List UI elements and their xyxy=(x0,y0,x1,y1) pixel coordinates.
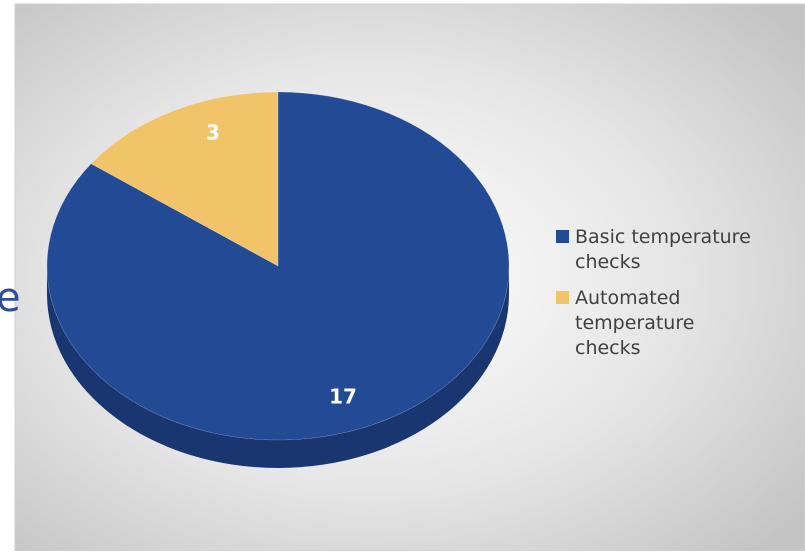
background-text: e xyxy=(0,275,21,321)
legend-line: Automated xyxy=(575,287,680,309)
data-label: 3 xyxy=(206,121,220,145)
data-label: 17 xyxy=(329,384,357,408)
pie-slice xyxy=(90,91,279,267)
pie-side xyxy=(47,266,509,468)
legend-label: Basic temperature checks xyxy=(575,226,751,273)
legend-line: Basic temperature xyxy=(575,226,751,248)
legend-line: checks xyxy=(575,337,641,359)
legend-label: Automated temperature checks xyxy=(575,287,694,359)
legend-swatch xyxy=(556,291,569,304)
legend-line: temperature xyxy=(575,312,694,334)
pie-slice xyxy=(46,91,510,441)
legend-swatch xyxy=(556,230,569,243)
legend-line: checks xyxy=(575,251,641,273)
